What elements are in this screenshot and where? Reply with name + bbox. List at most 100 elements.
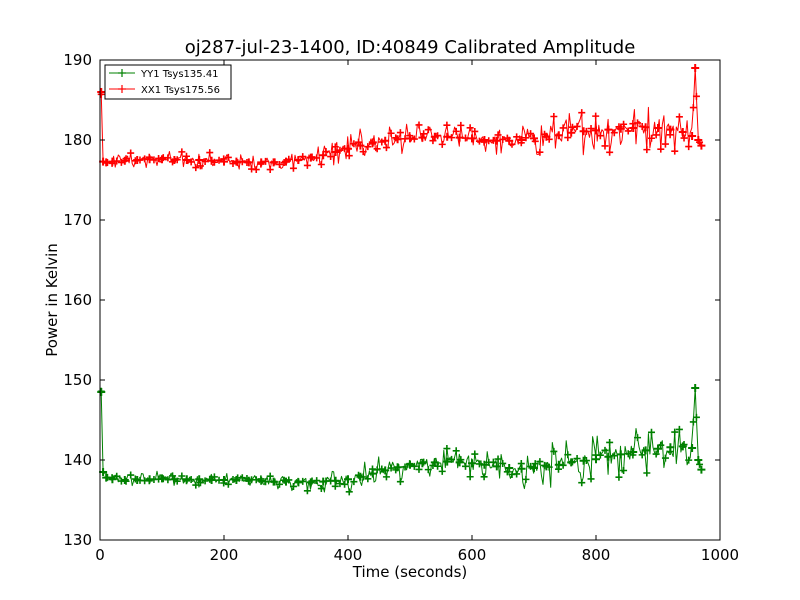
data-point [688,444,697,452]
data-point [505,464,514,472]
marker [313,154,321,162]
marker [396,129,404,137]
marker [671,147,679,155]
y-tick-label: 170 [63,211,92,229]
data-point [697,465,706,474]
marker [187,158,195,166]
marker [480,138,488,146]
marker [378,465,386,473]
marker [220,479,228,487]
marker [299,153,307,161]
marker [499,135,507,143]
marker [206,149,214,157]
marker [201,477,209,485]
marker [182,477,190,485]
marker [680,441,688,449]
marker [578,479,586,487]
data-point [418,459,427,468]
marker [113,157,121,165]
marker [471,127,479,135]
marker [396,478,404,486]
marker [582,127,590,135]
marker [373,145,381,153]
marker [122,155,130,163]
marker [494,131,502,139]
marker [536,148,544,156]
data-point [480,460,489,469]
marker [327,477,335,485]
marker [415,121,423,129]
marker [452,447,460,455]
marker [615,473,623,481]
marker [443,445,451,453]
data-point [195,475,204,484]
data-point [195,156,204,164]
data-point [443,457,452,466]
marker [587,125,595,133]
marker [271,478,279,486]
marker [317,485,325,493]
marker [275,480,283,488]
marker [201,157,209,165]
marker [554,465,562,473]
y-tick-label: 160 [63,291,92,309]
marker [224,480,232,488]
marker [480,473,488,481]
marker [559,124,567,132]
marker [513,133,521,141]
marker [457,456,465,464]
marker [527,462,535,470]
marker [675,113,683,121]
marker [169,158,177,166]
marker [262,157,270,165]
marker [610,129,618,137]
marker [448,134,456,142]
marker [657,441,665,449]
marker [466,124,474,132]
data-point [319,151,328,160]
marker [257,160,265,168]
marker [554,132,562,140]
marker [685,143,693,151]
marker [108,474,116,482]
marker [401,463,409,471]
marker [164,476,172,484]
marker [531,137,539,145]
marker [475,137,483,145]
marker [415,465,423,473]
data-point [443,132,452,141]
marker [103,158,111,166]
marker [438,467,446,475]
marker [522,134,530,142]
y-tick-label: 190 [63,51,92,69]
marker [443,121,451,129]
marker [671,428,679,436]
marker [341,145,349,153]
marker [517,460,525,468]
marker [559,461,567,469]
marker [238,474,246,482]
marker [541,130,549,138]
marker [131,475,139,483]
marker [303,487,311,495]
marker [564,451,572,459]
marker [127,149,135,157]
data-point [306,478,315,487]
marker [215,156,223,164]
marker [424,126,432,134]
marker [689,104,697,112]
marker [494,455,502,463]
marker [457,121,465,129]
marker [266,472,274,480]
marker [210,158,218,166]
marker [210,473,218,481]
marker [410,135,418,143]
marker [275,160,283,168]
marker [113,472,121,480]
legend: YY1 Tsys135.41 XX1 Tsys175.56 [104,64,232,100]
x-tick-label: 0 [95,546,105,564]
marker [692,413,700,421]
marker [373,466,381,474]
marker [606,148,614,156]
marker [141,155,149,163]
